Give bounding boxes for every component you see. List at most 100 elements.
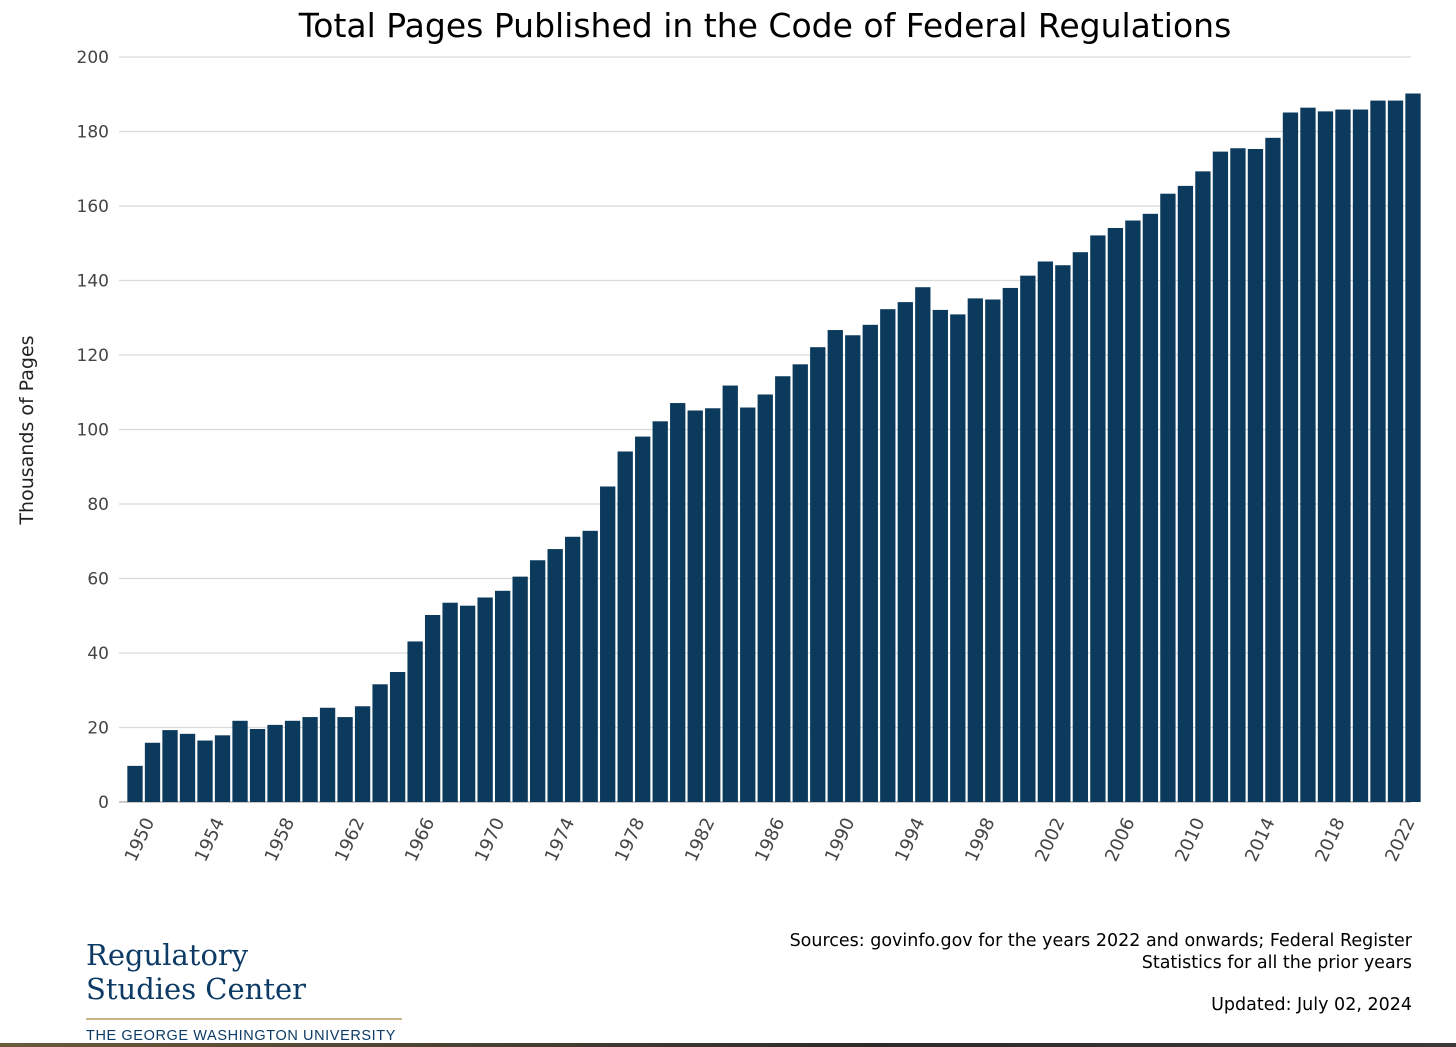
bar-1981: [670, 403, 686, 802]
x-tick-label: 2010: [1171, 815, 1209, 865]
bar-1962: [337, 717, 353, 802]
bar-1965: [389, 671, 406, 802]
bar-1985: [740, 407, 756, 802]
x-tick-label: 1982: [681, 815, 719, 865]
bar-1953: [179, 733, 196, 802]
bar-1979: [635, 436, 651, 802]
bar-1957: [249, 728, 266, 802]
bar-2007: [1125, 220, 1141, 803]
bar-1986: [757, 394, 773, 802]
x-tick-label: 2006: [1101, 815, 1139, 865]
bottom-border: [0, 1043, 1456, 1047]
bar-1958: [267, 724, 283, 802]
bar-1999: [985, 299, 1001, 802]
bar-1988: [792, 364, 808, 802]
bar-1987: [775, 376, 791, 802]
y-tick-label: 120: [77, 346, 109, 366]
bar-1952: [162, 730, 178, 802]
bar-1996: [932, 309, 948, 802]
x-tick-label: 1954: [191, 815, 229, 865]
x-tick-label: 1978: [611, 815, 649, 865]
bar-1994: [897, 302, 913, 802]
bar-2005: [1090, 235, 1106, 803]
bar-1954: [197, 740, 213, 802]
logo-line-2: Studies Center: [86, 972, 307, 1006]
bar-2021: [1370, 100, 1386, 802]
bar-2016: [1282, 112, 1299, 802]
bar-2015: [1265, 137, 1281, 802]
y-tick-label: 40: [87, 644, 109, 664]
bar-1983: [705, 408, 721, 802]
x-tick-label: 1962: [331, 815, 369, 865]
x-tick-label: 2002: [1031, 815, 1069, 865]
bar-1974: [547, 549, 563, 802]
bar-chart: 0 20 40 60 80 100 120 140 160 180 200 1950 1954 1958…: [16, 48, 1421, 865]
rsc-logo: Regulatory Studies Center THE GEORGE WAS…: [86, 938, 402, 1044]
bar-1963: [354, 706, 371, 802]
bar-2010: [1177, 185, 1194, 802]
y-tick-label: 200: [77, 48, 109, 68]
sources-line-1: Sources: govinfo.gov for the years 2022 …: [789, 931, 1412, 951]
bar-1960: [302, 717, 318, 802]
chart-title: Total Pages Published in the Code of Fed…: [298, 6, 1232, 45]
bar-2014: [1247, 149, 1264, 802]
sources-line-2: Statistics for all the prior years: [1141, 953, 1412, 973]
bar-2013: [1230, 148, 1246, 802]
bar-1989: [810, 347, 826, 802]
logo-divider: [86, 1018, 402, 1020]
bar-1964: [372, 684, 388, 802]
updated-date: Updated: July 02, 2024: [1211, 995, 1412, 1015]
x-tick-label: 1986: [751, 815, 789, 865]
bar-1991: [845, 335, 861, 802]
x-tick-label: 1958: [261, 815, 299, 865]
bar-2017: [1300, 107, 1316, 802]
bar-1972: [512, 576, 528, 802]
bar-1990: [827, 330, 843, 802]
bar-1978: [617, 451, 633, 802]
bar-2006: [1107, 227, 1124, 803]
x-tick-label: 2022: [1381, 815, 1419, 865]
x-tick-label: 1994: [891, 815, 929, 865]
bar-2011: [1195, 171, 1211, 803]
bar-2012: [1212, 151, 1229, 803]
bar-1998: [967, 298, 983, 802]
y-tick-label: 20: [87, 719, 109, 739]
bar-2019: [1335, 109, 1351, 802]
bar-1956: [232, 720, 248, 802]
bar-2003: [1055, 265, 1071, 802]
bar-1968: [442, 602, 458, 802]
x-tick-label: 1974: [541, 815, 579, 865]
bar-1993: [880, 309, 896, 802]
bar-2008: [1142, 213, 1159, 802]
bar-1984: [722, 385, 738, 802]
y-tick-label: 140: [77, 272, 109, 292]
x-tick-label: 1966: [401, 815, 439, 865]
y-tick-label: 60: [87, 570, 109, 590]
y-axis-ticks: 0 20 40 60 80 100 120 140 160 180 200: [77, 48, 109, 813]
bar-2001: [1020, 275, 1036, 803]
bar-1975: [565, 536, 581, 802]
bar-1977: [600, 486, 616, 802]
bar-2020: [1352, 109, 1369, 802]
x-axis-ticks: 1950 1954 1958 1962 1966 1970 1974 1978 1982 1986…: [121, 815, 1420, 865]
bar-2023: [1405, 93, 1421, 802]
bar-1980: [652, 421, 668, 802]
bar-1966: [407, 641, 423, 802]
bar-1970: [477, 597, 493, 802]
bar-1959: [284, 720, 301, 802]
bar-1967: [424, 615, 441, 802]
bar-1995: [915, 287, 931, 803]
logo-subtitle: THE GEORGE WASHINGTON UNIVERSITY: [86, 1028, 397, 1044]
bar-1982: [687, 410, 703, 802]
bar-1997: [950, 314, 966, 802]
bar-1973: [530, 560, 546, 802]
bar-2000: [1002, 287, 1018, 802]
x-tick-label: 2018: [1311, 815, 1349, 865]
bar-2018: [1317, 111, 1334, 802]
bar-2004: [1072, 252, 1089, 802]
x-tick-label: 1970: [471, 815, 509, 865]
bars: [127, 93, 1421, 803]
y-tick-label: 100: [77, 421, 109, 441]
y-tick-label: 180: [77, 123, 109, 143]
y-axis-label: Thousands of Pages: [16, 335, 38, 525]
